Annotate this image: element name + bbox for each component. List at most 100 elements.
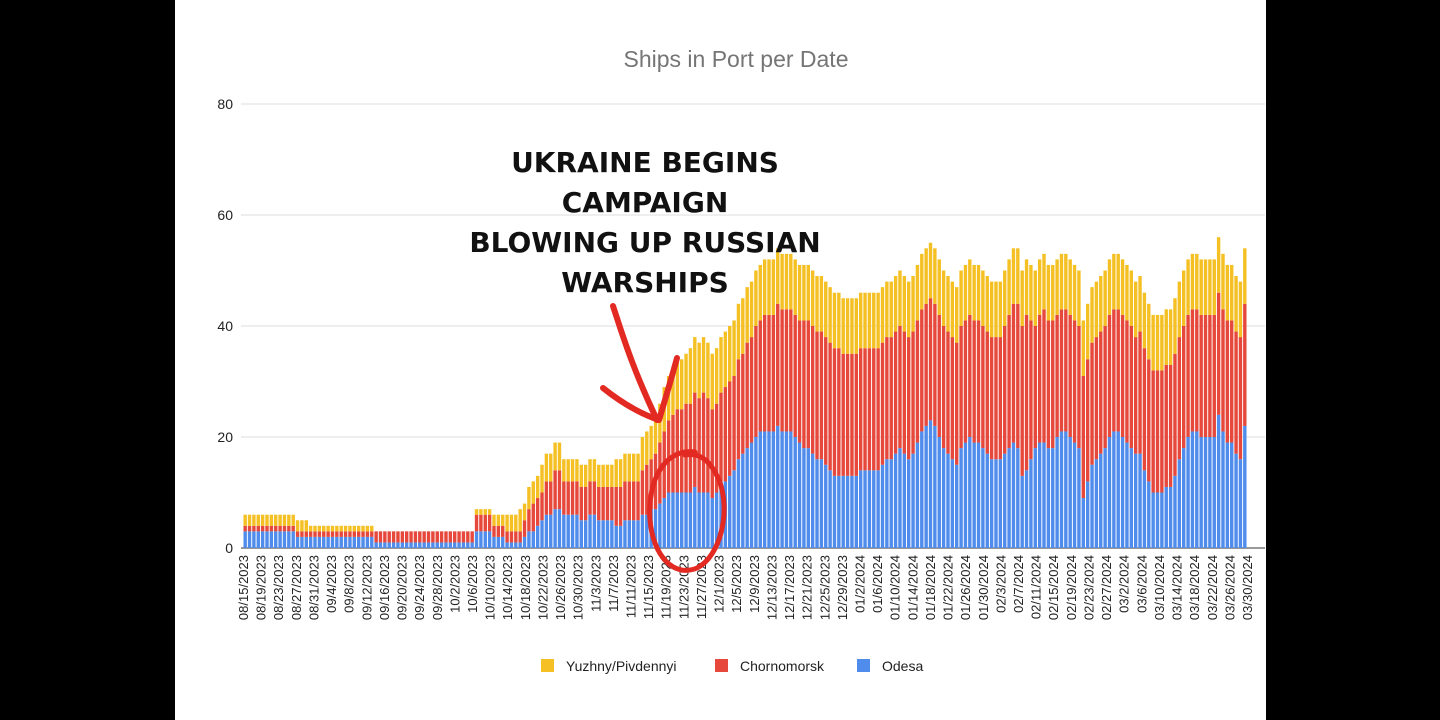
- bar-odesa: [1138, 453, 1142, 548]
- bar-chornomorsk: [422, 531, 426, 543]
- bar-chornomorsk: [501, 525, 505, 537]
- bar-yuzhny-pivdennyi: [968, 259, 972, 315]
- bar-yuzhny-pivdennyi: [924, 248, 928, 304]
- bar-yuzhny-pivdennyi: [527, 486, 531, 510]
- bar-chornomorsk: [509, 531, 514, 543]
- bar-chornomorsk: [1037, 314, 1042, 443]
- bar-chornomorsk: [583, 486, 588, 521]
- bar-chornomorsk: [675, 409, 680, 493]
- x-tick-label: 03/22/2024: [1205, 555, 1220, 620]
- bar-yuzhny-pivdennyi: [260, 514, 265, 526]
- bar-chornomorsk: [605, 486, 610, 521]
- bar-odesa: [880, 464, 885, 548]
- bar-odesa: [1033, 448, 1037, 548]
- bar-chornomorsk: [544, 481, 549, 515]
- bar-yuzhny-pivdennyi: [911, 276, 915, 332]
- bar-chornomorsk: [1046, 320, 1051, 449]
- bar-yuzhny-pivdennyi: [287, 514, 291, 526]
- legend-label: Odesa: [882, 658, 923, 674]
- bar-yuzhny-pivdennyi: [343, 525, 348, 532]
- bar-odesa: [597, 520, 601, 548]
- bar-odesa: [976, 442, 981, 548]
- bar-odesa: [693, 486, 697, 548]
- y-tick-label: 40: [217, 318, 233, 334]
- bar-chornomorsk: [701, 392, 706, 493]
- bar-yuzhny-pivdennyi: [1177, 281, 1182, 338]
- bar-odesa: [985, 453, 989, 548]
- bar-odesa: [1225, 442, 1230, 548]
- bar-yuzhny-pivdennyi: [1142, 292, 1147, 349]
- bar-odesa: [391, 542, 396, 548]
- bar-odesa: [260, 531, 265, 548]
- bar-odesa: [1182, 448, 1186, 548]
- bar-chornomorsk: [356, 531, 361, 537]
- bar-chornomorsk: [714, 403, 719, 493]
- bar-chornomorsk: [418, 531, 422, 543]
- bar-odesa: [470, 542, 474, 548]
- bar-odesa: [322, 536, 326, 548]
- bar-odesa: [492, 536, 496, 548]
- x-tick-label: 03/18/2024: [1187, 555, 1202, 620]
- bar-odesa: [583, 520, 588, 548]
- bar-yuzhny-pivdennyi: [920, 253, 924, 310]
- bar-yuzhny-pivdennyi: [819, 276, 824, 332]
- bar-chornomorsk: [610, 486, 614, 521]
- bar-yuzhny-pivdennyi: [243, 514, 247, 526]
- x-tick-label: 08/23/2023: [271, 555, 286, 620]
- bar-yuzhny-pivdennyi: [1230, 264, 1234, 321]
- bar-odesa: [618, 525, 623, 548]
- bar-chornomorsk: [1090, 342, 1094, 465]
- bar-odesa: [474, 531, 479, 548]
- bar-chornomorsk: [1107, 314, 1112, 437]
- bar-odesa: [514, 542, 518, 548]
- bar-chornomorsk: [1116, 309, 1120, 432]
- bar-chornomorsk: [413, 531, 418, 543]
- bar-odesa: [1243, 425, 1247, 548]
- x-tick-label: 11/27/2023: [694, 555, 709, 619]
- bar-chornomorsk: [1068, 314, 1072, 437]
- bar-chornomorsk: [876, 348, 880, 471]
- bar-odesa: [1164, 486, 1168, 548]
- x-tick-label: 10/22/2023: [535, 555, 550, 620]
- bar-odesa: [1103, 448, 1107, 548]
- bar-odesa: [562, 514, 566, 548]
- bar-yuzhny-pivdennyi: [736, 303, 741, 360]
- bar-odesa: [959, 448, 963, 548]
- bar-odesa: [911, 453, 915, 548]
- bar-odesa: [819, 459, 824, 548]
- bar-odesa: [1234, 453, 1238, 548]
- bar-odesa: [1212, 437, 1216, 548]
- bar-yuzhny-pivdennyi: [776, 248, 780, 304]
- bar-odesa: [457, 542, 461, 548]
- bar-odesa: [719, 481, 723, 548]
- bar-odesa: [509, 542, 514, 548]
- bar-chornomorsk: [1029, 320, 1033, 460]
- bar-odesa: [531, 531, 535, 548]
- bar-yuzhny-pivdennyi: [540, 464, 544, 493]
- bar-chornomorsk: [749, 337, 754, 443]
- bar-yuzhny-pivdennyi: [282, 514, 287, 526]
- bar-chornomorsk: [1020, 326, 1024, 476]
- bar-yuzhny-pivdennyi: [653, 414, 658, 454]
- bar-yuzhny-pivdennyi: [745, 287, 749, 343]
- bar-yuzhny-pivdennyi: [361, 525, 365, 532]
- bar-chornomorsk: [282, 525, 287, 532]
- bar-yuzhny-pivdennyi: [348, 525, 352, 532]
- bar-chornomorsk: [479, 514, 483, 532]
- bar-odesa: [1072, 442, 1077, 548]
- bar-yuzhny-pivdennyi: [1037, 259, 1042, 315]
- bar-yuzhny-pivdennyi: [806, 264, 810, 321]
- bar-odesa: [501, 536, 505, 548]
- bar-yuzhny-pivdennyi: [365, 525, 370, 532]
- bar-yuzhny-pivdennyi: [837, 292, 841, 349]
- bar-chornomorsk: [1186, 314, 1190, 437]
- bar-odesa: [313, 536, 317, 548]
- bar-yuzhny-pivdennyi: [1077, 270, 1081, 326]
- bar-odesa: [867, 470, 872, 548]
- bar-odesa: [762, 431, 767, 548]
- bar-chornomorsk: [837, 348, 841, 476]
- bar-yuzhny-pivdennyi: [885, 281, 889, 338]
- bar-chornomorsk: [636, 481, 640, 521]
- bar-chornomorsk: [1243, 303, 1247, 426]
- bar-yuzhny-pivdennyi: [858, 292, 863, 349]
